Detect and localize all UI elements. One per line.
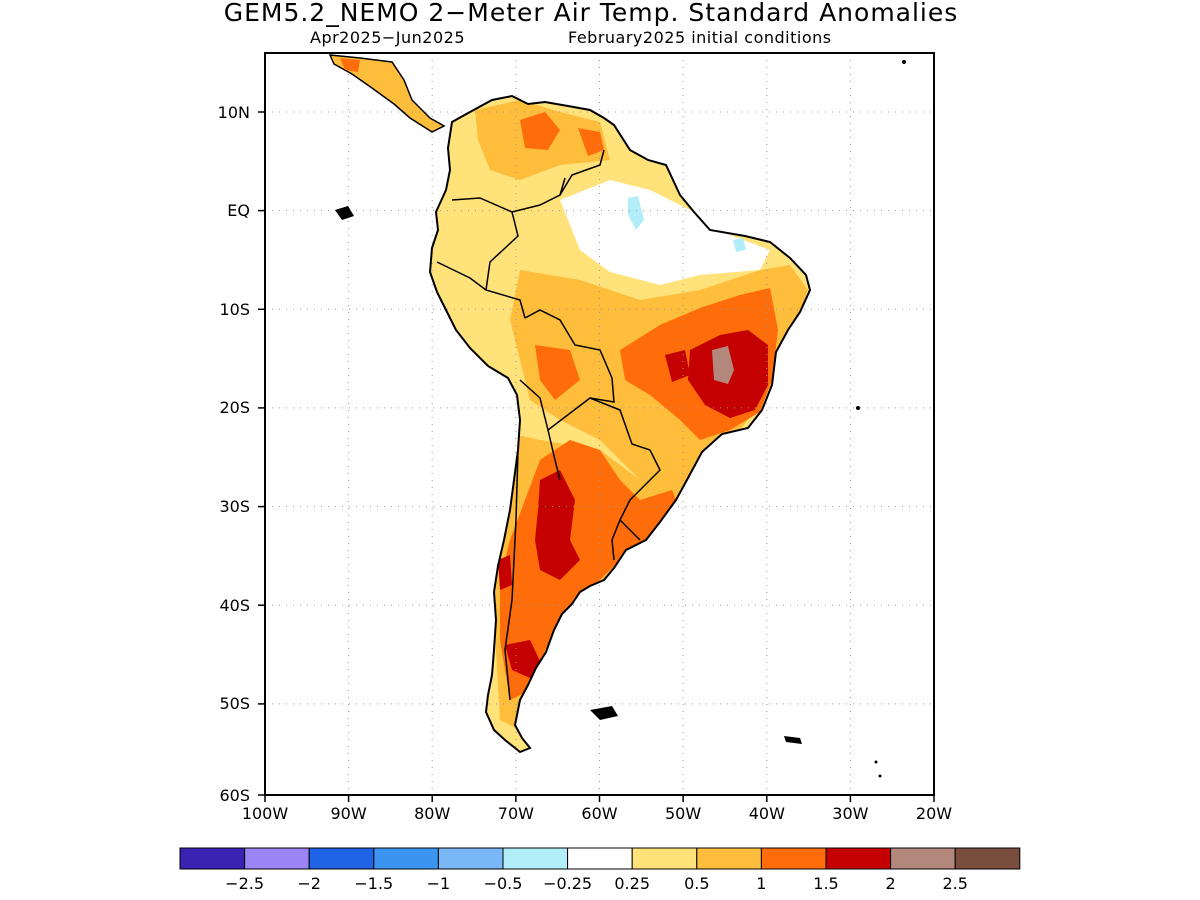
lat-label: 40S	[219, 596, 250, 615]
lat-label: 50S	[219, 694, 250, 713]
colorbar-swatch	[502, 847, 569, 870]
colorbar-swatch	[696, 847, 762, 870]
lat-label: 60S	[219, 786, 250, 805]
colorbar-swatch	[954, 847, 1021, 870]
lon-label: 20W	[916, 804, 952, 823]
colorbar-label: 2.5	[942, 874, 967, 893]
colorbar-label: −2.5	[225, 874, 264, 893]
central-america	[328, 54, 446, 133]
axis-ticks	[258, 111, 935, 802]
colorbar-swatch	[567, 847, 633, 870]
colorbar-label: 0.25	[614, 874, 650, 893]
lon-label: 70W	[498, 804, 534, 823]
forecast-period: Apr2025−Jun2025	[310, 28, 466, 47]
lat-label: 10S	[219, 300, 250, 319]
initial-conditions: February2025 initial conditions	[568, 28, 832, 47]
lon-label: 80W	[414, 804, 450, 823]
lat-label: 20S	[219, 398, 250, 417]
colorbar-swatch	[308, 847, 375, 870]
longitude-labels: 100W 90W 80W 70W 60W 50W 40W 30W 20W	[242, 804, 952, 823]
lon-label: 50W	[665, 804, 701, 823]
lat-label: 30S	[219, 497, 250, 516]
colorbar-swatch	[825, 847, 892, 870]
lon-label: 30W	[832, 804, 868, 823]
colorbar-label: 0.5	[684, 874, 709, 893]
colorbar-swatch	[890, 847, 956, 870]
colorbar-swatch	[244, 847, 310, 870]
colorbar-swatch	[760, 847, 827, 870]
latitude-labels: 10N EQ 10S 20S 30S 40S 50S 60S	[218, 103, 250, 805]
lon-label: 90W	[331, 804, 367, 823]
colorbar-swatch	[631, 847, 698, 870]
colorbar: −2.5 −2 −1.5 −1 −0.5 −0.25 0.25 0.5 1 1.5 2 2.5	[179, 847, 1021, 893]
lon-label: 60W	[581, 804, 617, 823]
colorbar-label: −2	[297, 874, 321, 893]
country-borders	[436, 149, 661, 701]
colorbar-label: −0.5	[484, 874, 523, 893]
colorbar-swatch	[437, 847, 504, 870]
colorbar-label: −1	[427, 874, 451, 893]
colorbar-label: 1.5	[813, 874, 838, 893]
lon-label: 100W	[242, 804, 289, 823]
lat-label: EQ	[227, 201, 250, 220]
colorbar-label: 2	[886, 874, 896, 893]
colorbar-label: −1.5	[354, 874, 393, 893]
colorbar-swatch	[373, 847, 439, 870]
colorbar-label: 1	[756, 874, 766, 893]
graticule	[265, 53, 934, 795]
colorbar-swatch	[179, 847, 246, 870]
colorbar-label: −0.25	[543, 874, 592, 893]
map-title: GEM5.2_NEMO 2−Meter Air Temp. Standard A…	[223, 0, 959, 27]
lon-label: 40W	[749, 804, 785, 823]
lat-label: 10N	[218, 103, 250, 122]
islands	[335, 60, 906, 778]
